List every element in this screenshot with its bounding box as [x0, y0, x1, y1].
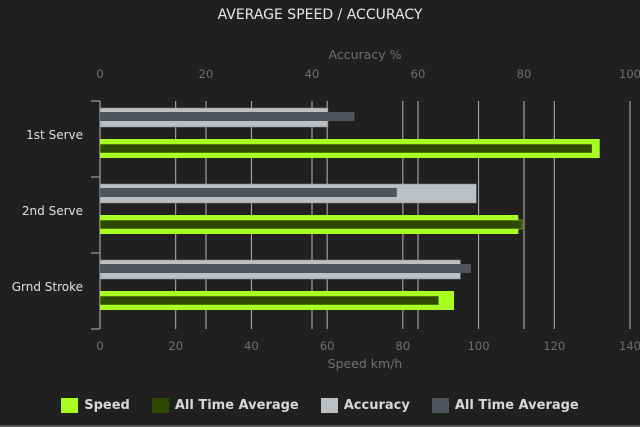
speed-axis-title: Speed km/h: [328, 356, 403, 371]
legend-swatch: [320, 398, 338, 413]
accuracy-tick-label: 0: [96, 67, 103, 81]
category-label: 1st Serve: [26, 128, 83, 142]
accuracy-tick-label: 80: [517, 67, 532, 81]
chart-title: AVERAGE SPEED / ACCURACY: [217, 7, 423, 23]
speed-average-bar: [99, 295, 440, 306]
legend: Speed All Time Average Accuracy All Time Av…: [0, 398, 640, 413]
speed-tick-label: 100: [468, 339, 490, 353]
accuracy-average-bar: [100, 188, 397, 197]
category-label: Grnd Stroke: [12, 280, 83, 294]
accuracy-average-bar: [100, 112, 355, 121]
legend-label: Accuracy: [343, 398, 410, 413]
legend-label: All Time Average: [454, 398, 579, 413]
speed-average-bar: [99, 143, 593, 154]
legend-item[interactable]: All Time Average: [431, 398, 579, 413]
accuracy-axis-title: Accuracy %: [329, 47, 402, 62]
speed-tick-label: 120: [543, 339, 565, 353]
accuracy-average-bar: [100, 264, 471, 273]
bottom-divider: [0, 425, 640, 427]
legend-item[interactable]: Speed: [61, 398, 130, 413]
legend-swatch: [151, 398, 169, 413]
legend-swatch: [431, 398, 449, 413]
category-label: 2nd Serve: [22, 204, 83, 218]
speed-average-bar: [99, 219, 523, 230]
legend-label: Speed: [84, 398, 130, 413]
legend-label: All Time Average: [174, 398, 299, 413]
speed-tick-label: 20: [168, 339, 183, 353]
accuracy-tick-label: 40: [305, 67, 320, 81]
legend-item[interactable]: All Time Average: [151, 398, 299, 413]
speed-tick-label: 140: [619, 339, 640, 353]
accuracy-tick-label: 100: [619, 67, 640, 81]
legend-item[interactable]: Accuracy: [320, 398, 410, 413]
speed-tick-label: 80: [396, 339, 411, 353]
speed-tick-label: 0: [96, 339, 103, 353]
accuracy-tick-label: 20: [199, 67, 214, 81]
speed-tick-label: 40: [244, 339, 259, 353]
speed-tick-label: 60: [320, 339, 335, 353]
legend-swatch: [61, 398, 79, 413]
accuracy-tick-label: 60: [411, 67, 426, 81]
